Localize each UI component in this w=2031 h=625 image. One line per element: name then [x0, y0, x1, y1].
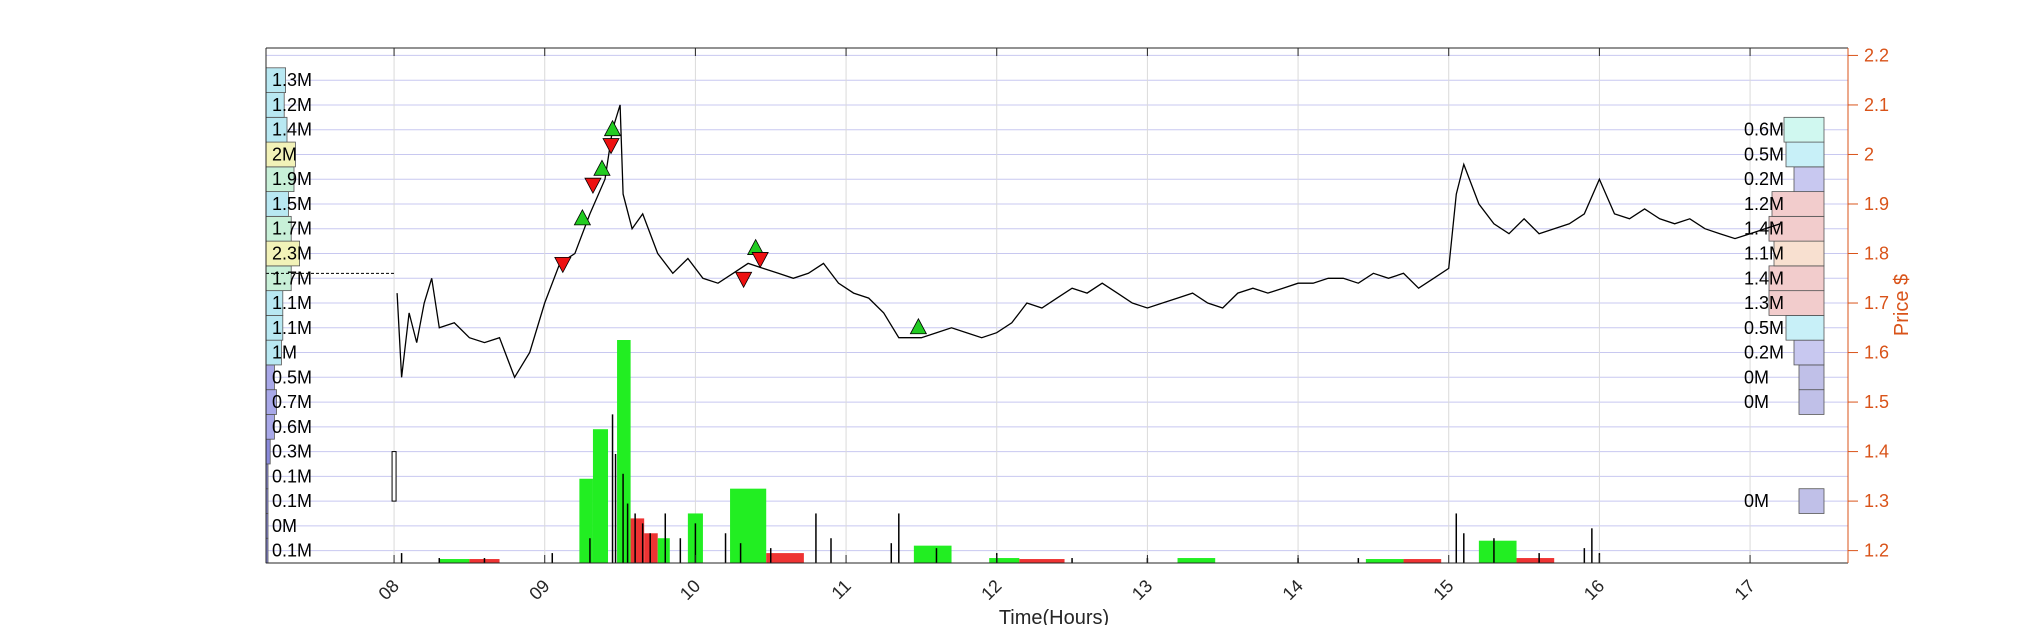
volume-bar-buy [1177, 558, 1216, 563]
volume-bar-buy [579, 478, 593, 563]
right-profile-bar [1785, 315, 1825, 341]
price-series [266, 104, 1781, 502]
volume-bar-buy [913, 545, 952, 563]
y-axis-title: Price $ [1891, 274, 1913, 336]
plot-area [266, 48, 1848, 563]
volume-bars [400, 340, 1601, 563]
right-profile-label: 0.6M [1744, 120, 1784, 140]
left-volume-profile: 0.1M 0M 0.1M 0.1M 0.3M 0.6M 0.7M 0.5M 1M 1.1M 1.1M… [265, 67, 312, 564]
left-profile-bar [265, 141, 296, 168]
sell-marker [584, 177, 602, 195]
volume-bar-sell [1516, 558, 1555, 563]
volume-bar-sell [1019, 559, 1065, 563]
volume-bar-sell [766, 553, 804, 563]
left-profile-label: 0.1M [272, 541, 312, 561]
buy-marker [593, 159, 611, 176]
right-profile-bar [1798, 389, 1825, 415]
left-profile-label: 0.1M [272, 466, 312, 486]
right-profile-bar [1793, 166, 1825, 193]
right-profile-label: 0.5M [1744, 318, 1784, 338]
volume-bar-buy [439, 559, 470, 563]
plot-background [266, 48, 1848, 563]
right-profile-bar [1768, 290, 1825, 316]
y-tick-label: 1.2 [1864, 541, 1889, 561]
right-profile-bar [1793, 339, 1825, 366]
left-profile-label: 1.5M [272, 194, 312, 214]
y-tick-label: 1.3 [1864, 491, 1889, 511]
right-profile-bar [1798, 488, 1825, 514]
right-profile-bar [1785, 141, 1825, 168]
y-tick-label: 1.8 [1864, 244, 1889, 264]
y-tick-label: 1.6 [1864, 343, 1889, 363]
right-profile-label: 0.5M [1744, 144, 1784, 164]
left-profile-label: 1.1M [272, 293, 312, 313]
left-profile-label: 2M [272, 144, 297, 164]
right-profile-label: 0M [1744, 491, 1769, 511]
volume-bar-buy [617, 340, 631, 563]
left-profile-label: 1.7M [272, 268, 312, 288]
right-profile-bar [1783, 116, 1825, 143]
right-profile-label: 1.3M [1744, 293, 1784, 313]
left-profile-label: 1.1M [272, 318, 312, 338]
left-profile-label: 0M [272, 516, 297, 536]
volume-bar-buy [657, 538, 670, 563]
volume-bar-buy [730, 488, 767, 563]
price-line [396, 104, 1781, 379]
left-profile-bar [265, 240, 300, 267]
buy-marker [573, 208, 592, 226]
sell-marker [734, 271, 753, 289]
right-profile-label: 1.4M [1744, 268, 1784, 288]
right-profile-bar [1768, 215, 1825, 242]
x-axis-title: Time(Hours) [999, 607, 1109, 625]
left-profile-label: 0.7M [272, 392, 312, 412]
right-volume-profile: 0M0M0M0.2M0.5M1.3M1.4M1.1M1.4M1.2M0.2M0.… [1744, 116, 1825, 514]
volume-bar-buy [1478, 540, 1517, 563]
y-tick-label: 1.5 [1864, 392, 1889, 412]
buy-marker [603, 119, 622, 137]
volume-bar-sell [644, 533, 658, 563]
volume-bar-buy [989, 558, 1020, 563]
left-profile-bar [265, 438, 271, 465]
early-trade-candle [391, 451, 397, 502]
volume-bar-sell [1403, 559, 1442, 563]
left-profile-label: 0.1M [272, 491, 312, 511]
volume-bar-buy [1365, 559, 1404, 563]
left-profile-label: 1.7M [272, 219, 312, 239]
sell-marker [554, 257, 572, 274]
left-profile-label: 0.3M [272, 442, 312, 462]
left-profile-label: 1.9M [272, 169, 312, 189]
y-tick-label: 1.9 [1864, 194, 1889, 214]
left-profile-label: 0.6M [272, 417, 312, 437]
y-tick-label: 1.7 [1864, 293, 1889, 313]
y-tick-label: 1.4 [1864, 442, 1889, 462]
right-profile-label: 0.2M [1744, 169, 1784, 189]
sell-marker [751, 252, 769, 269]
right-profile-bar [1798, 364, 1825, 391]
right-profile-label: 1.2M [1744, 194, 1784, 214]
right-profile-label: 0M [1744, 392, 1769, 412]
left-profile-label: 1M [272, 343, 297, 363]
left-profile-label: 1.4M [272, 120, 312, 140]
y-tick-label: 2.1 [1864, 95, 1889, 115]
volume-bar-sell [630, 518, 645, 563]
right-profile-label: 0M [1744, 367, 1769, 387]
left-profile-label: 1.2M [272, 95, 312, 115]
right-profile-label: 1.1M [1744, 244, 1784, 264]
left-profile-label: 1.3M [272, 70, 312, 90]
right-profile-bar [1771, 191, 1825, 217]
y-tick-label: 2 [1864, 144, 1874, 164]
y-tick-label: 2.2 [1864, 45, 1889, 65]
sell-marker [602, 138, 620, 155]
left-profile-label: 0.5M [272, 367, 312, 387]
left-profile-label: 2.3M [272, 244, 312, 264]
trade-markers [554, 119, 928, 335]
right-profile-label: 0.2M [1744, 343, 1784, 363]
buy-marker [909, 317, 928, 335]
volume-bar-buy [592, 429, 609, 563]
